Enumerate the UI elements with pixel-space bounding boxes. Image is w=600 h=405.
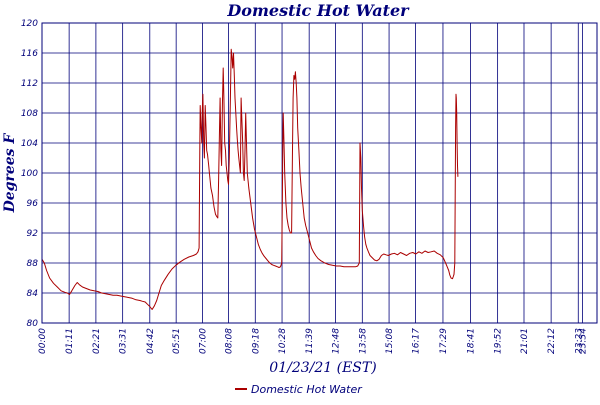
x-tick-label: 01:11 (65, 328, 75, 354)
y-tick-label: 96 (27, 199, 39, 209)
chart-grid (41, 22, 597, 324)
chart-title: Domestic Hot Water (226, 1, 410, 20)
x-tick-label: 04:42 (146, 328, 156, 354)
x-tick-label: 23:23 (574, 328, 584, 354)
series-line (41, 48, 459, 310)
x-tick-label: 13:58 (358, 328, 368, 354)
x-axis-ticks: 00:00 01:11 02:21 03:31 04:42 05:51 07:00 08:08… (38, 328, 588, 354)
legend-label: Domestic Hot Water (251, 383, 363, 396)
x-tick-label: 07:00 (199, 328, 209, 354)
y-tick-label: 88 (27, 259, 39, 269)
x-tick-label: 17:29 (439, 328, 449, 354)
x-tick-label: 15:08 (385, 328, 395, 354)
x-tick-label: 23:34 (578, 328, 588, 354)
y-tick-label: 100 (21, 169, 38, 179)
x-tick-label: 18:41 (466, 328, 476, 354)
x-tick-label: 16:17 (411, 328, 421, 354)
y-tick-label: 116 (21, 49, 38, 59)
series-lines (41, 48, 459, 310)
y-axis-label: Degrees F (2, 133, 18, 214)
legend: Domestic Hot Water (235, 383, 363, 396)
y-tick-label: 112 (21, 79, 38, 89)
x-tick-label: 21:01 (520, 328, 530, 354)
y-tick-label: 104 (21, 139, 38, 149)
y-axis-ticks: 80 84 88 92 96 100 104 108 112 116 120 (21, 19, 38, 329)
y-tick-label: 120 (21, 19, 38, 29)
x-tick-label: 00:00 (38, 328, 48, 354)
x-tick-label: 19:52 (494, 328, 504, 354)
x-tick-label: 02:21 (92, 328, 102, 354)
x-axis-label: 01/23/21 (EST) (269, 360, 376, 376)
x-tick-label: 12:48 (332, 328, 342, 354)
x-tick-label: 22:12 (547, 328, 557, 354)
y-tick-label: 108 (21, 109, 38, 119)
y-tick-label: 84 (27, 289, 39, 299)
plot-frame (41, 22, 598, 324)
x-tick-label: 10:28 (278, 328, 288, 354)
x-tick-label: 03:31 (119, 328, 129, 354)
y-tick-label: 80 (27, 319, 39, 329)
x-tick-label: 05:51 (172, 328, 182, 354)
x-tick-label: 11:39 (305, 328, 315, 354)
x-tick-label: 08:08 (225, 328, 235, 354)
x-tick-label: 09:18 (251, 328, 261, 354)
y-tick-label: 92 (27, 229, 39, 239)
